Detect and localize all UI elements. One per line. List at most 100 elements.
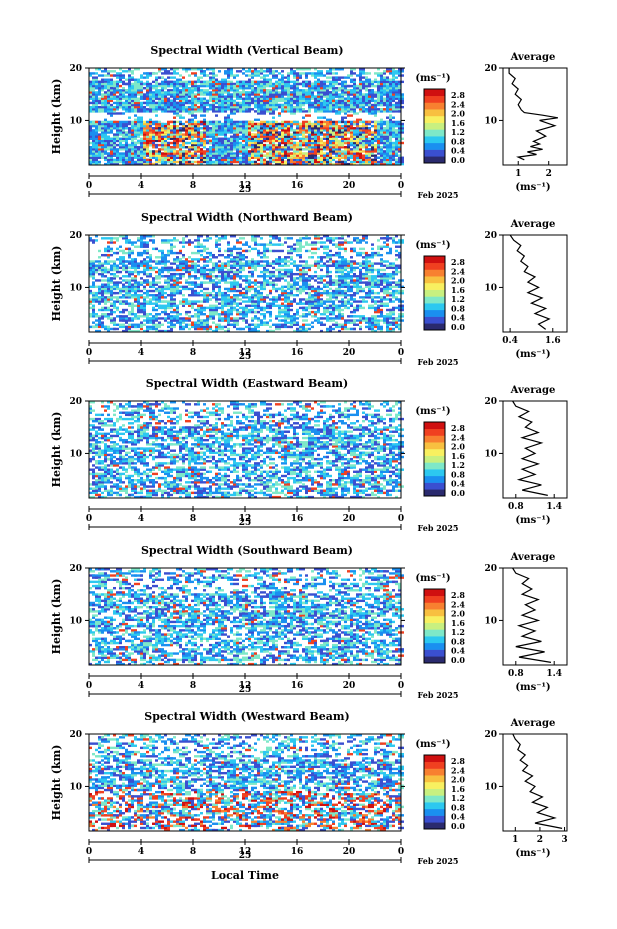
heatmap-cell bbox=[134, 291, 137, 295]
heatmap-cell bbox=[344, 129, 347, 132]
heatmap-cell bbox=[329, 86, 332, 90]
heatmap-cell bbox=[359, 101, 365, 105]
heatmap-cell bbox=[158, 321, 161, 324]
heatmap-cell bbox=[215, 308, 218, 312]
heatmap-cell bbox=[140, 264, 143, 267]
heatmap-cell bbox=[230, 275, 233, 278]
heatmap-cell bbox=[119, 262, 122, 265]
heatmap-cell bbox=[224, 272, 227, 276]
heatmap-cell bbox=[125, 103, 131, 107]
heatmap-cell bbox=[236, 247, 242, 251]
heatmap-cell bbox=[227, 80, 233, 84]
heatmap-cell bbox=[143, 319, 146, 322]
heatmap-cell bbox=[92, 135, 95, 138]
heatmap-cell bbox=[137, 272, 140, 276]
heatmap-cell bbox=[230, 317, 233, 320]
heatmap-cell bbox=[395, 93, 398, 96]
heatmap-cell bbox=[149, 118, 152, 122]
heatmap-cell bbox=[161, 262, 167, 265]
heatmap-cell bbox=[116, 124, 119, 128]
heatmap-cell bbox=[146, 289, 149, 293]
heatmap-cell bbox=[110, 266, 113, 270]
heatmap-cell bbox=[257, 262, 260, 265]
heatmap-cell bbox=[323, 95, 326, 98]
heatmap-cell bbox=[263, 245, 266, 248]
heatmap-cell bbox=[203, 323, 206, 326]
heatmap-cell bbox=[212, 296, 218, 299]
heatmap-cell bbox=[89, 152, 92, 155]
heatmap-cell bbox=[266, 91, 269, 94]
heatmap-cell bbox=[131, 89, 134, 92]
heatmap-cell bbox=[278, 86, 281, 90]
heatmap-cell bbox=[197, 129, 200, 132]
heatmap-cell bbox=[155, 120, 158, 124]
heatmap-cell bbox=[188, 95, 191, 98]
heatmap-cell bbox=[317, 78, 320, 81]
heatmap-cell bbox=[98, 302, 101, 305]
heatmap-cell bbox=[266, 275, 272, 278]
heatmap-cell bbox=[146, 82, 152, 86]
heatmap-cell bbox=[92, 262, 95, 265]
heatmap-cell bbox=[260, 237, 263, 240]
heatmap-cell bbox=[257, 93, 260, 96]
heatmap-cell bbox=[281, 162, 284, 166]
heatmap-cell bbox=[371, 108, 377, 111]
heatmap-cell bbox=[224, 150, 227, 153]
colorbar-swatch bbox=[424, 142, 445, 150]
heatmap-cell bbox=[161, 95, 164, 98]
heatmap-cell bbox=[359, 154, 362, 157]
heatmap-cell bbox=[203, 150, 209, 153]
heatmap-cell bbox=[233, 245, 236, 248]
heatmap-cell bbox=[308, 143, 311, 147]
heatmap-cell bbox=[308, 99, 311, 103]
heatmap-cell bbox=[173, 162, 176, 166]
heatmap-cell bbox=[137, 283, 143, 286]
heatmap-cell bbox=[110, 160, 113, 164]
heatmap-cell bbox=[95, 294, 98, 297]
heatmap-cell bbox=[248, 285, 254, 289]
heatmap-cell bbox=[215, 141, 218, 145]
heatmap-cell bbox=[230, 68, 233, 71]
heatmap-cell bbox=[89, 108, 92, 111]
heatmap-cell bbox=[203, 108, 206, 111]
heatmap-cell bbox=[317, 152, 320, 155]
heatmap-cell bbox=[98, 308, 101, 312]
heatmap-cell bbox=[338, 95, 344, 98]
heatmap-cell bbox=[140, 103, 143, 107]
heatmap-cell bbox=[209, 95, 212, 98]
heatmap-cell bbox=[380, 97, 383, 100]
heatmap-cell bbox=[146, 325, 149, 329]
heatmap-cell bbox=[119, 141, 122, 145]
heatmap-cell bbox=[320, 158, 323, 162]
heatmap-cell bbox=[92, 308, 95, 312]
heatmap-cell bbox=[176, 108, 179, 111]
heatmap-cell bbox=[146, 124, 149, 128]
heatmap-cell bbox=[230, 82, 236, 86]
heatmap-cell bbox=[326, 80, 329, 84]
heatmap-cell bbox=[107, 70, 113, 73]
heatmap-cell bbox=[239, 268, 245, 272]
heatmap-cell bbox=[128, 156, 131, 159]
heatmap-cell bbox=[128, 137, 131, 140]
heatmap-cell bbox=[134, 122, 137, 126]
heatmap-cell bbox=[248, 108, 254, 111]
heatmap-cell bbox=[134, 325, 137, 329]
heatmap-cell bbox=[284, 154, 287, 157]
heatmap-cell bbox=[218, 95, 221, 98]
heatmap-cell bbox=[332, 91, 335, 94]
heatmap-cell bbox=[308, 68, 311, 71]
heatmap-cell bbox=[266, 321, 269, 324]
heatmap-cell bbox=[185, 310, 191, 314]
heatmap-cell bbox=[329, 135, 335, 138]
heatmap-cell bbox=[143, 258, 146, 261]
heatmap-cell bbox=[263, 300, 266, 303]
heatmap-cell bbox=[215, 235, 218, 238]
heatmap-cell bbox=[380, 101, 383, 105]
heatmap-cell bbox=[266, 294, 269, 297]
heatmap-cell bbox=[101, 291, 104, 295]
heatmap-cell bbox=[359, 70, 365, 73]
heatmap-cell bbox=[230, 235, 236, 238]
heatmap-cell bbox=[98, 323, 101, 326]
heatmap-cell bbox=[284, 325, 287, 329]
heatmap-cell bbox=[365, 86, 368, 90]
